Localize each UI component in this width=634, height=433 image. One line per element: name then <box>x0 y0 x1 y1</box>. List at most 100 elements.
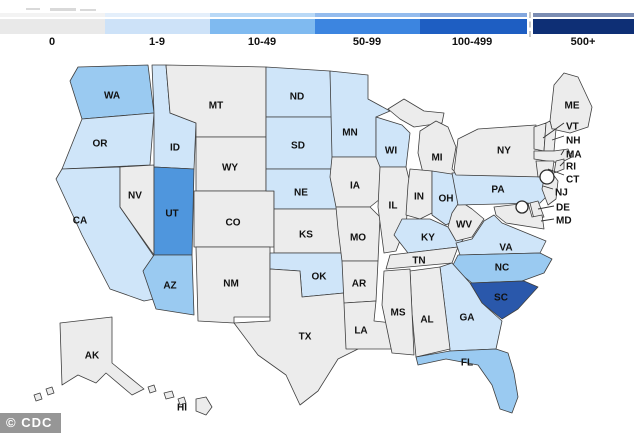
state-hi <box>177 396 187 406</box>
callout-line-ct <box>547 168 565 176</box>
state-label-wa: WA <box>104 91 120 102</box>
state-label-nv: NV <box>128 191 142 202</box>
cdc-watermark-badge: © CDC <box>0 413 62 433</box>
us-choropleth-map: WA OR CA NV ID UT AZ MT WY CO NM ND SD NE KS OK TX MN IA MO… <box>33 64 593 416</box>
callout-line-md <box>540 218 555 222</box>
legend-sliver-seg-0 <box>0 13 105 17</box>
state-label-sd: SD <box>291 141 305 152</box>
legend-swatch-0 <box>0 19 105 34</box>
state-label-wy: WY <box>222 163 238 174</box>
state-label-ny: NY <box>497 146 511 157</box>
state-label-mi: MI <box>431 153 442 164</box>
legend-sliver-seg-10-49 <box>210 13 315 17</box>
state-label-ca: CA <box>73 216 87 227</box>
state-or <box>61 112 155 170</box>
state-mi <box>387 98 445 128</box>
state-ak <box>45 386 55 396</box>
state-label-ct: CT <box>566 175 579 186</box>
nyc-city-marker <box>539 169 555 185</box>
state-label-wi: WI <box>385 146 397 157</box>
state-ri <box>553 158 565 174</box>
crop-artifact <box>50 8 76 11</box>
state-md <box>493 202 545 230</box>
state-label-ma: MA <box>566 150 582 161</box>
state-nm <box>195 246 271 324</box>
state-label-al: AL <box>420 315 433 326</box>
state-label-nc: NC <box>495 263 509 274</box>
state-label-hi: HI <box>177 403 187 414</box>
state-label-nm: NM <box>223 279 239 290</box>
state-label-ks: KS <box>299 230 313 241</box>
legend-label-0: 0 <box>48 36 56 48</box>
state-hi <box>147 384 157 394</box>
state-mi <box>417 120 459 178</box>
state-label-or: OR <box>93 139 109 150</box>
state-me <box>549 72 593 134</box>
state-label-wv: WV <box>456 220 472 231</box>
state-label-fl: FL <box>461 358 473 369</box>
state-hi <box>163 390 175 400</box>
state-ak <box>59 316 145 396</box>
state-label-sc: SC <box>494 293 508 304</box>
state-label-ky: KY <box>421 233 435 244</box>
state-fl <box>415 348 519 414</box>
callout-line-ma <box>560 149 565 156</box>
legend-swatch-100-499 <box>420 19 527 34</box>
state-label-ms: MS <box>391 308 406 319</box>
state-label-ne: NE <box>294 188 308 199</box>
callout-line-nh <box>551 135 565 141</box>
state-label-nd: ND <box>290 92 304 103</box>
state-label-tn: TN <box>412 256 425 267</box>
state-label-nh: NH <box>566 136 580 147</box>
state-wv <box>447 200 485 242</box>
state-label-me: ME <box>565 101 580 112</box>
dc-city-marker <box>515 200 529 214</box>
state-de <box>529 200 545 220</box>
legend-sliver-seg-50-99 <box>315 13 420 17</box>
state-label-md: MD <box>556 216 572 227</box>
legend-swatch-50-99 <box>315 19 420 34</box>
state-label-ok: OK <box>312 272 328 283</box>
legend-dashed-divider <box>529 12 531 37</box>
state-label-ia: IA <box>350 181 360 192</box>
crop-artifact <box>80 9 96 11</box>
legend-label-100-499: 100-499 <box>451 36 493 48</box>
legend-swatch-1-9 <box>105 19 210 34</box>
legend-sliver-seg-100-499 <box>420 13 527 17</box>
state-label-az: AZ <box>163 281 176 292</box>
state-label-ut: UT <box>165 209 178 220</box>
state-label-mn: MN <box>342 128 358 139</box>
state-label-vt: VT <box>566 122 579 133</box>
state-label-ga: GA <box>460 313 475 324</box>
state-ms <box>381 268 415 356</box>
state-wi <box>375 116 411 168</box>
state-az <box>142 254 195 316</box>
legend-label-50-99: 50-99 <box>352 36 382 48</box>
crop-artifact <box>26 8 40 10</box>
state-label-ak: AK <box>85 351 100 362</box>
state-label-in: IN <box>414 192 424 203</box>
legend-swatch-500+ <box>533 19 634 34</box>
state-label-ri: RI <box>566 162 576 173</box>
state-wa <box>69 64 155 120</box>
state-label-la: LA <box>354 326 367 337</box>
state-label-oh: OH <box>439 194 454 205</box>
legend-swatch-10-49 <box>210 19 315 34</box>
state-label-mo: MO <box>350 233 366 244</box>
legend-label-500+: 500+ <box>570 36 596 48</box>
callout-line-nj <box>542 185 554 190</box>
legend-sliver-seg-500+ <box>533 13 634 17</box>
state-ak <box>33 392 43 402</box>
legend-label-1-9: 1-9 <box>149 36 165 48</box>
state-label-pa: PA <box>491 185 504 196</box>
cdc-watermark-text: © CDC <box>6 415 53 430</box>
state-label-mt: MT <box>209 101 223 112</box>
legend-sliver-seg-1-9 <box>105 13 210 17</box>
legend-label-10-49: 10-49 <box>247 36 277 48</box>
state-label-de: DE <box>556 203 570 214</box>
callout-line-de <box>537 205 555 210</box>
state-label-id: ID <box>170 143 180 154</box>
state-hi <box>195 396 213 416</box>
state-label-co: CO <box>226 218 241 229</box>
